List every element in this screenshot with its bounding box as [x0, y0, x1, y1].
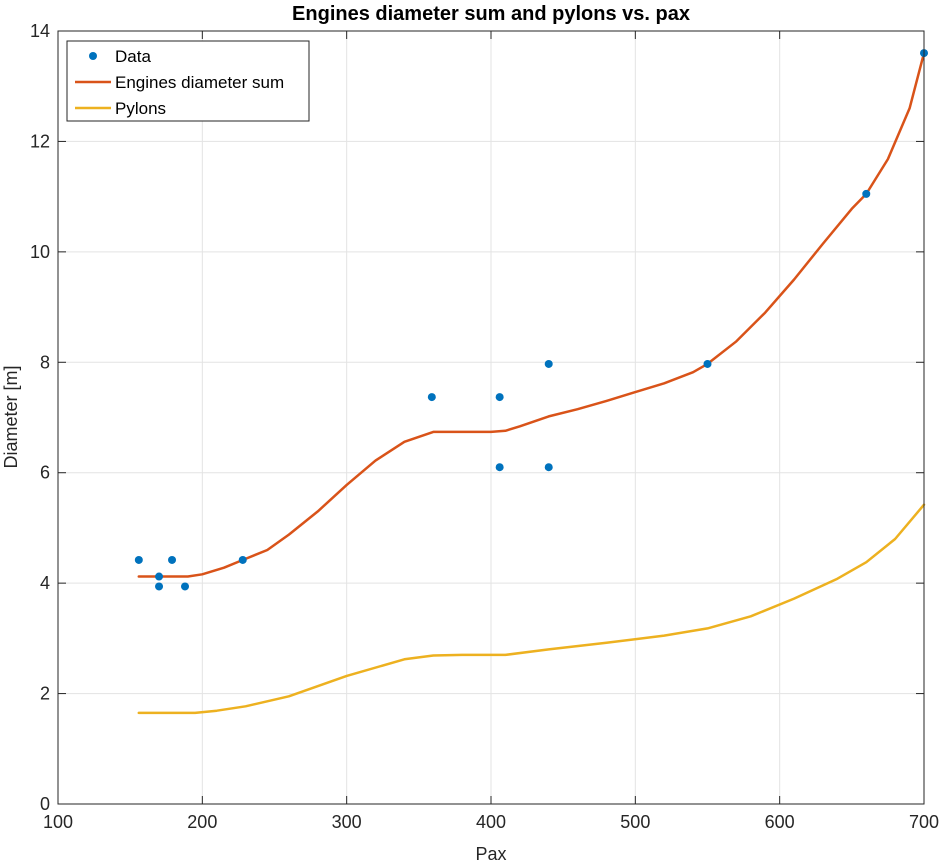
series-line-engines-diameter-sum	[137, 51, 926, 578]
y-tick-label: 4	[40, 573, 50, 593]
data-point	[544, 359, 553, 368]
x-tick-label: 400	[476, 812, 506, 832]
data-point	[703, 359, 712, 368]
x-tick-label: 100	[43, 812, 73, 832]
legend-marker	[89, 52, 97, 60]
y-tick-label: 0	[40, 794, 50, 814]
data-point	[238, 555, 247, 564]
data-point	[495, 393, 504, 402]
ticks-group: 100 200 300 400 500 600 700 0 2 4 6 8 10 12 14	[30, 21, 939, 832]
x-tick-label: 700	[909, 812, 939, 832]
data-point	[134, 555, 143, 564]
y-tick-label: 2	[40, 684, 50, 704]
data-point	[181, 582, 190, 591]
chart-title: Engines diameter sum and pylons vs. pax	[292, 3, 690, 25]
data-point	[862, 189, 871, 198]
legend: Data Engines diameter sum Pylons	[66, 40, 310, 122]
x-tick-label: 500	[620, 812, 650, 832]
y-tick-label: 8	[40, 352, 50, 372]
data-point	[155, 572, 164, 581]
x-tick-label: 300	[332, 812, 362, 832]
data-point	[495, 463, 504, 472]
data-point	[427, 393, 436, 402]
y-tick-label: 12	[30, 131, 50, 151]
legend-label: Data	[115, 47, 151, 66]
x-tick-label: 600	[765, 812, 795, 832]
y-tick-label: 14	[30, 21, 50, 41]
series-line-pylons	[137, 503, 926, 715]
data-point	[155, 582, 164, 591]
x-axis-label: Pax	[475, 844, 506, 864]
data-point	[168, 555, 177, 564]
legend-label: Pylons	[115, 99, 166, 118]
legend-label: Engines diameter sum	[115, 73, 284, 92]
y-tick-label: 6	[40, 463, 50, 483]
y-axis-label: Diameter [m]	[1, 365, 21, 468]
x-tick-label: 200	[187, 812, 217, 832]
data-point	[544, 463, 553, 472]
y-tick-label: 10	[30, 242, 50, 262]
series-group	[134, 49, 928, 715]
